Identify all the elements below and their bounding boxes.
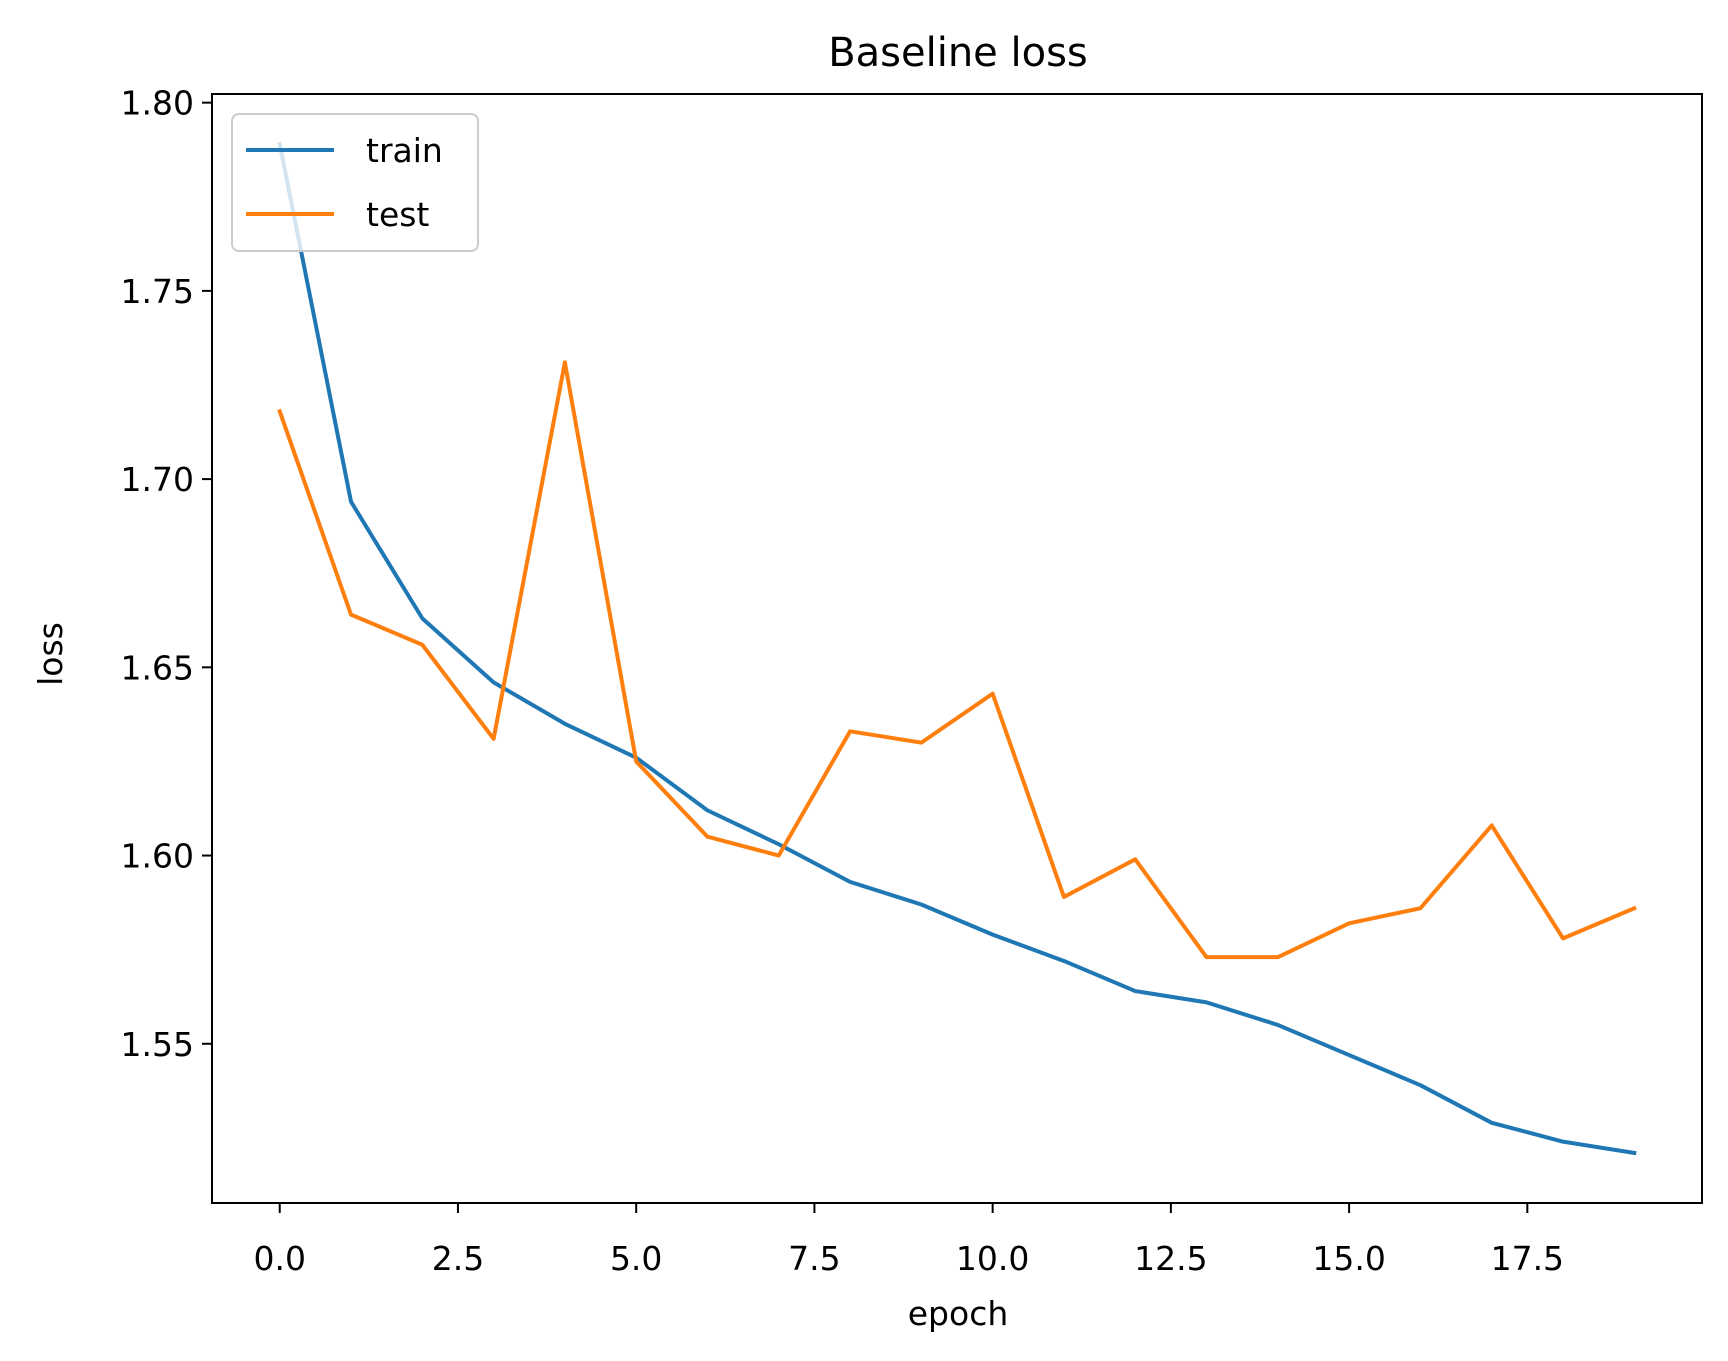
axes-frame [211, 93, 1703, 1204]
x-axis-label: epoch [908, 1294, 1009, 1333]
y-tick-label: 1.60 [121, 837, 194, 876]
x-tick-label: 10.0 [956, 1239, 1029, 1278]
legend-label-test: test [366, 195, 429, 234]
y-tick-label: 1.75 [121, 272, 194, 311]
chart-title: Baseline loss [828, 30, 1088, 76]
y-tick-label: 1.55 [121, 1025, 194, 1064]
y-tick-label: 1.65 [121, 648, 194, 687]
x-tick-label: 7.5 [788, 1239, 840, 1278]
legend-label-train: train [366, 131, 443, 170]
legend: train test [231, 113, 479, 252]
series-line-train [277, 141, 1637, 1156]
y-axis-ticks: 1.55 1.60 1.65 1.70 1.75 1.80 [121, 84, 212, 1064]
x-tick-label: 17.5 [1491, 1239, 1564, 1278]
y-axis-label: loss [31, 622, 70, 686]
series-layer [277, 141, 1637, 1156]
x-axis-ticks: 0.0 2.5 5.0 7.5 10.0 12.5 15.0 17.5 [253, 1203, 1564, 1278]
x-tick-label: 15.0 [1312, 1239, 1385, 1278]
y-tick-label: 1.80 [121, 84, 194, 123]
y-tick-label: 1.70 [121, 460, 194, 499]
x-tick-label: 5.0 [610, 1239, 662, 1278]
x-tick-label: 12.5 [1134, 1239, 1207, 1278]
series-line-test [277, 360, 1637, 960]
x-tick-label: 0.0 [253, 1239, 305, 1278]
x-tick-label: 2.5 [432, 1239, 484, 1278]
